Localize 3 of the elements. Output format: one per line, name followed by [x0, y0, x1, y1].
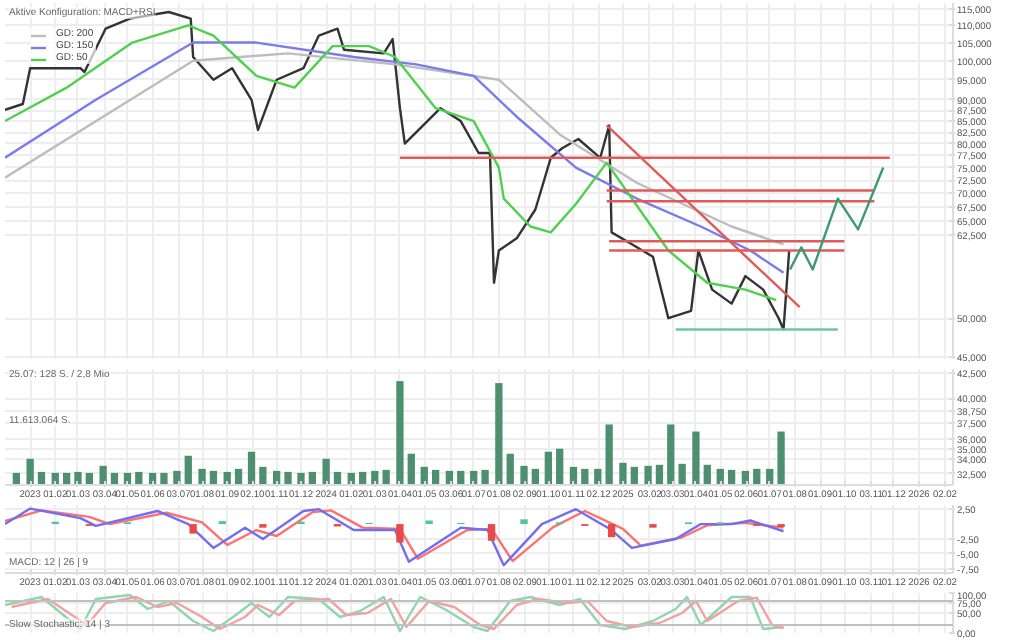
line-series [788, 166, 885, 271]
line-series [5, 41, 785, 274]
line-series [5, 52, 785, 246]
